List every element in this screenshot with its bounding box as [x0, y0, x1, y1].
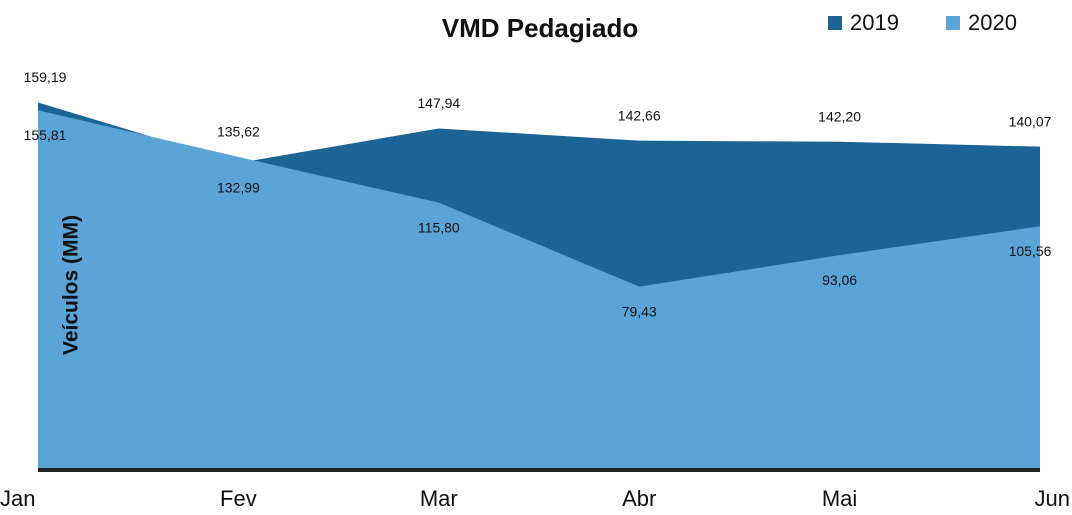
value-label: 140,07	[1009, 113, 1052, 129]
value-label: 132,99	[217, 180, 260, 196]
legend-label: 2019	[850, 10, 899, 35]
chart-title: VMD Pedagiado	[442, 13, 638, 43]
value-label: 159,19	[24, 69, 67, 85]
legend-label: 2020	[968, 10, 1017, 35]
x-tick-label: Fev	[220, 486, 257, 511]
value-label: 105,56	[1009, 243, 1052, 259]
value-label: 93,06	[822, 272, 857, 288]
legend-swatch	[828, 16, 842, 30]
value-label: 155,81	[24, 127, 67, 143]
x-tick-label: Mar	[420, 486, 458, 511]
value-label: 142,66	[618, 107, 661, 123]
value-label: 135,62	[217, 124, 260, 140]
x-tick-label: Jun	[1035, 486, 1070, 511]
value-label: 79,43	[622, 303, 657, 319]
y-axis-label: Veículos (MM)	[60, 215, 83, 355]
value-label: 142,20	[818, 108, 861, 124]
value-label: 115,80	[418, 219, 460, 235]
area	[38, 110, 1040, 470]
x-tick-label: Jan	[0, 486, 35, 511]
legend-swatch	[946, 16, 960, 30]
x-tick-label: Mai	[822, 486, 857, 511]
x-tick-label: Abr	[622, 486, 656, 511]
value-label: 147,94	[417, 95, 460, 111]
